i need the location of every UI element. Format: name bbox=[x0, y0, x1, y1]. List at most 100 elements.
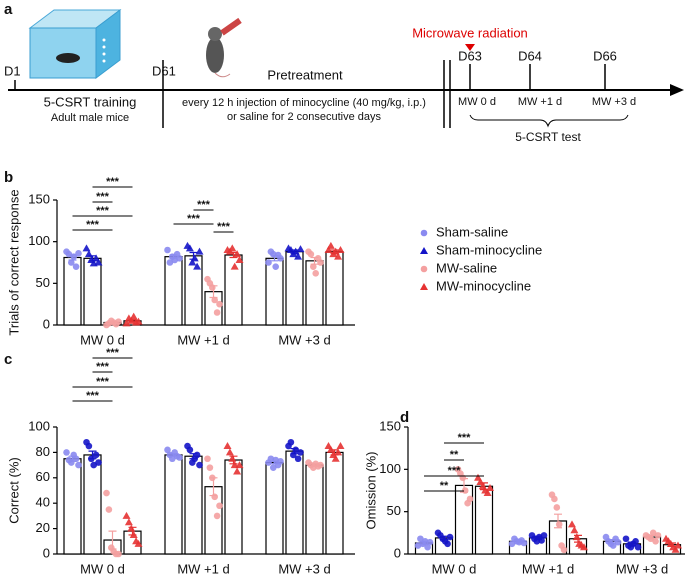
error-bar bbox=[209, 477, 218, 497]
x-tick-label: MW +1 d bbox=[177, 332, 229, 347]
y-tick-label: 150 bbox=[28, 191, 50, 206]
error-bar bbox=[668, 542, 676, 547]
error-bar bbox=[480, 482, 488, 491]
panel-label: a bbox=[4, 1, 13, 18]
significance-label: *** bbox=[86, 219, 100, 231]
data-point bbox=[63, 449, 70, 456]
bar bbox=[184, 255, 203, 326]
data-point bbox=[277, 255, 284, 262]
significance-label: *** bbox=[96, 376, 110, 388]
legend-label: MW-minocycline bbox=[436, 278, 531, 293]
data-point bbox=[228, 454, 237, 462]
bar bbox=[285, 450, 304, 555]
data-point bbox=[654, 532, 662, 539]
event-marker bbox=[465, 44, 475, 51]
error-bar bbox=[460, 478, 468, 493]
panel-label: d bbox=[400, 409, 409, 426]
data-point bbox=[164, 246, 171, 254]
data-point bbox=[94, 258, 103, 266]
error-bar bbox=[290, 249, 299, 254]
x-tick-label: MW +1 d bbox=[177, 561, 229, 574]
significance-label: *** bbox=[96, 191, 110, 203]
data-point bbox=[209, 284, 216, 291]
timeline: a bbox=[4, 1, 684, 128]
data-point bbox=[609, 542, 617, 549]
data-point bbox=[326, 241, 335, 249]
significance-label: *** bbox=[106, 176, 120, 188]
significance-label: *** bbox=[187, 213, 201, 225]
data-point bbox=[129, 312, 138, 320]
data-point bbox=[560, 546, 568, 554]
data-point bbox=[134, 539, 143, 547]
test-label: 5-CSRT test bbox=[515, 130, 581, 144]
error-bar bbox=[229, 455, 238, 465]
data-point bbox=[95, 459, 102, 466]
bar bbox=[325, 251, 344, 326]
data-point bbox=[195, 247, 204, 255]
data-point bbox=[216, 300, 223, 308]
data-point bbox=[572, 533, 581, 541]
legend-marker bbox=[420, 283, 428, 290]
data-point bbox=[580, 543, 588, 551]
data-point bbox=[75, 250, 82, 257]
data-point bbox=[103, 489, 110, 497]
error-bar bbox=[128, 319, 137, 323]
data-point bbox=[671, 545, 680, 553]
significance-label: *** bbox=[197, 199, 211, 211]
y-tick-label: 0 bbox=[43, 316, 50, 331]
data-point bbox=[520, 539, 528, 547]
y-tick-label: 0 bbox=[394, 545, 401, 560]
data-point bbox=[124, 518, 133, 526]
data-point bbox=[334, 448, 343, 456]
data-point bbox=[188, 258, 197, 266]
error-bar bbox=[108, 530, 117, 550]
data-point bbox=[446, 533, 454, 541]
y-axis-label: Omission (%) bbox=[363, 451, 378, 529]
data-point bbox=[307, 250, 315, 258]
legend-label: MW-saline bbox=[436, 260, 497, 275]
error-bar bbox=[514, 539, 522, 544]
data-point bbox=[294, 252, 303, 260]
x-tick-label: MW 0 d bbox=[432, 561, 477, 574]
data-point bbox=[105, 506, 113, 513]
significance-label: *** bbox=[106, 347, 120, 359]
legend-label: Sham-minocycline bbox=[436, 242, 542, 257]
data-point bbox=[225, 448, 234, 456]
test-point-label: MW +1 d bbox=[518, 96, 562, 108]
treatment-label: every 12 h injection of minocycline (40 … bbox=[182, 97, 426, 109]
data-point bbox=[92, 451, 100, 459]
data-point bbox=[634, 543, 642, 551]
data-point bbox=[459, 474, 467, 482]
data-point bbox=[265, 259, 272, 266]
bar bbox=[164, 256, 183, 326]
data-point bbox=[68, 259, 75, 266]
day-label: D64 bbox=[518, 48, 542, 63]
event-label: Microwave radiation bbox=[412, 25, 528, 40]
data-point bbox=[134, 317, 143, 325]
error-bar bbox=[68, 254, 77, 261]
error-bar bbox=[330, 449, 339, 456]
data-point bbox=[122, 511, 131, 519]
data-point bbox=[622, 535, 630, 543]
error-bar bbox=[229, 251, 238, 259]
data-point bbox=[632, 538, 639, 545]
data-point bbox=[75, 461, 82, 469]
significance-label: *** bbox=[217, 221, 231, 233]
day-label: D1 bbox=[4, 63, 21, 78]
data-point bbox=[277, 457, 284, 465]
x-tick-label: MW +3 d bbox=[278, 332, 330, 347]
data-point bbox=[312, 270, 320, 277]
significance-label: *** bbox=[448, 465, 462, 477]
data-point bbox=[570, 526, 579, 534]
data-point bbox=[82, 244, 91, 252]
data-point bbox=[211, 493, 218, 501]
data-point bbox=[204, 455, 211, 463]
mouse-icon bbox=[206, 17, 242, 78]
x-tick-label: MW +3 d bbox=[616, 561, 668, 574]
legend-marker bbox=[420, 247, 428, 254]
y-tick-label: 60 bbox=[36, 469, 50, 484]
treatment-label: or saline for 2 consecutive days bbox=[227, 111, 382, 123]
y-tick-label: 50 bbox=[36, 275, 50, 290]
error-bar bbox=[169, 453, 178, 457]
x-tick-label: MW +3 d bbox=[278, 561, 330, 574]
